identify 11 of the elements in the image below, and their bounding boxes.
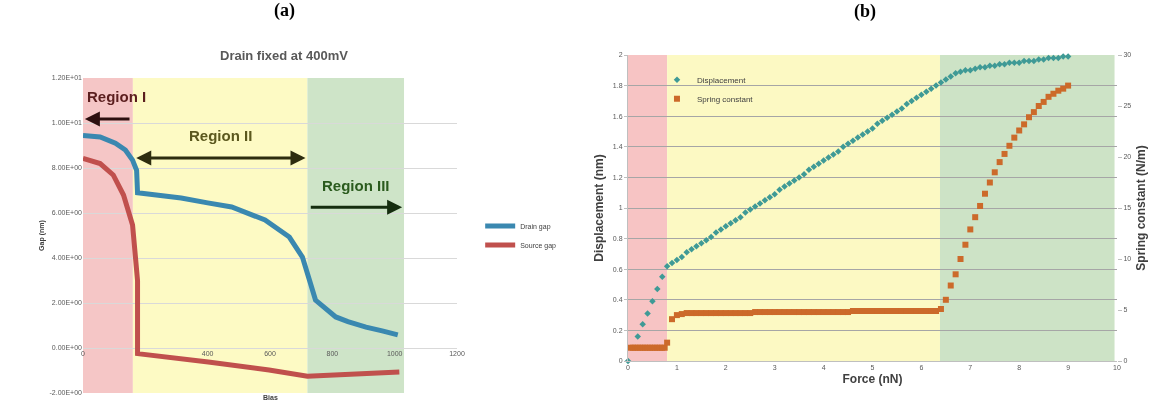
text: (b): [854, 1, 876, 22]
chart-title: Drain fixed at 400mV: [220, 48, 349, 63]
band-label: Region I: [87, 88, 147, 105]
x-axis-title: Force (nN): [842, 372, 903, 387]
y2-axis-title: Spring constant (N/m): [1134, 145, 1149, 271]
y-axis-title: Displacement (nm): [592, 154, 607, 262]
band-label: Region II: [189, 127, 253, 144]
band-label: Region III: [322, 177, 390, 194]
text: (a): [274, 0, 295, 21]
legend-label: Displacement: [696, 75, 747, 85]
legend-label: Spring constant: [696, 94, 754, 104]
